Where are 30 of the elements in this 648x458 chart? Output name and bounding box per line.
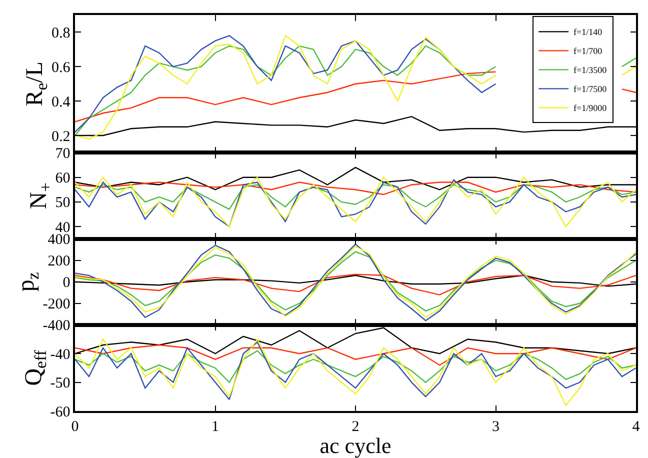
line-series — [75, 251, 636, 312]
line-series — [75, 182, 636, 196]
line-series — [75, 35, 496, 133]
legend-label: f=1/7500 — [574, 84, 608, 94]
y-tick-label: -200 — [42, 296, 70, 313]
x-tick-label: 1 — [212, 418, 219, 435]
y-tick-label: 200 — [48, 254, 70, 270]
x-tick-label: 4 — [632, 418, 640, 435]
y-tick-label: 400 — [48, 232, 70, 248]
y-tick-label: 50 — [55, 195, 70, 212]
x-axis-title: ac cycle — [320, 433, 392, 458]
y-tick-label: 0.8 — [52, 25, 70, 42]
legend-label: f=1/9000 — [574, 103, 608, 114]
y-tick-label: 0.4 — [52, 94, 71, 110]
y-tick-label: -400 — [42, 318, 70, 334]
line-series — [75, 274, 636, 296]
y-tick-label: 70 — [55, 146, 70, 162]
series-label: f=1/3500 — [574, 65, 608, 76]
x-tick-label: 2 — [352, 418, 360, 435]
legend-label: f=1/700 — [574, 46, 603, 56]
y-tick-label: 0.2 — [52, 128, 70, 145]
y-tick-label: -50 — [50, 376, 70, 392]
x-tick-label: 3 — [492, 418, 500, 435]
y-tick-label: 0.6 — [52, 60, 71, 76]
y-tick-label: 60 — [55, 170, 70, 187]
legend-label: f=1/140 — [574, 27, 603, 38]
y-tick-label: -40 — [50, 346, 70, 363]
line-series — [75, 184, 636, 210]
y-tick-label: -60 — [50, 404, 70, 420]
y-tick-label: 0 — [62, 275, 70, 292]
